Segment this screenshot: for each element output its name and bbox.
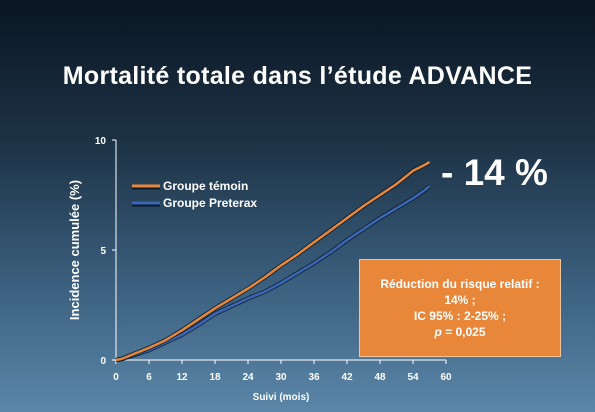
x-tick-label: 18 bbox=[209, 372, 221, 383]
x-tick-label: 42 bbox=[341, 372, 353, 383]
risk-reduction-label: - 14 % bbox=[441, 152, 548, 193]
legend-label: Groupe témoin bbox=[163, 179, 248, 193]
x-tick-label: 0 bbox=[113, 372, 119, 383]
x-tick-label: 60 bbox=[440, 372, 452, 383]
series-line bbox=[115, 160, 431, 362]
y-tick-label: 10 bbox=[95, 136, 107, 147]
slide-title: Mortalité totale dans l’étude ADVANCE bbox=[62, 62, 533, 90]
y-tick-label: 5 bbox=[100, 246, 106, 257]
legend-label: Groupe Preterax bbox=[163, 196, 257, 210]
p-value: = 0,025 bbox=[445, 325, 486, 339]
x-tick-label: 30 bbox=[275, 372, 287, 383]
axis-ticks: 0 6 12 18 24 30 36 42 48 54 60 0 5 10 bbox=[95, 136, 452, 383]
result-line-3: IC 95% : 2-25% ; bbox=[413, 309, 507, 323]
x-axis-label: Suivi (mois) bbox=[253, 392, 310, 403]
x-tick-label: 24 bbox=[242, 372, 254, 383]
p-value-symbol: p bbox=[434, 325, 442, 339]
result-line-2: 14% ; bbox=[444, 293, 476, 307]
result-box: Réduction du risque relatif : 14% ; IC 9… bbox=[359, 259, 561, 357]
x-tick-label: 54 bbox=[407, 372, 419, 383]
x-tick-label: 48 bbox=[374, 372, 386, 383]
y-axis-label: Incidence cumulée (%) bbox=[67, 180, 82, 320]
series-lines bbox=[115, 160, 431, 363]
x-tick-label: 36 bbox=[308, 372, 320, 383]
y-tick-label: 0 bbox=[100, 356, 106, 367]
x-tick-label: 6 bbox=[146, 372, 152, 383]
x-tick-label: 12 bbox=[176, 372, 188, 383]
result-line-1: Réduction du risque relatif : bbox=[380, 277, 540, 291]
result-line-4: p = 0,025 bbox=[434, 324, 485, 340]
legend: Groupe témoin Groupe Preterax bbox=[132, 179, 257, 210]
